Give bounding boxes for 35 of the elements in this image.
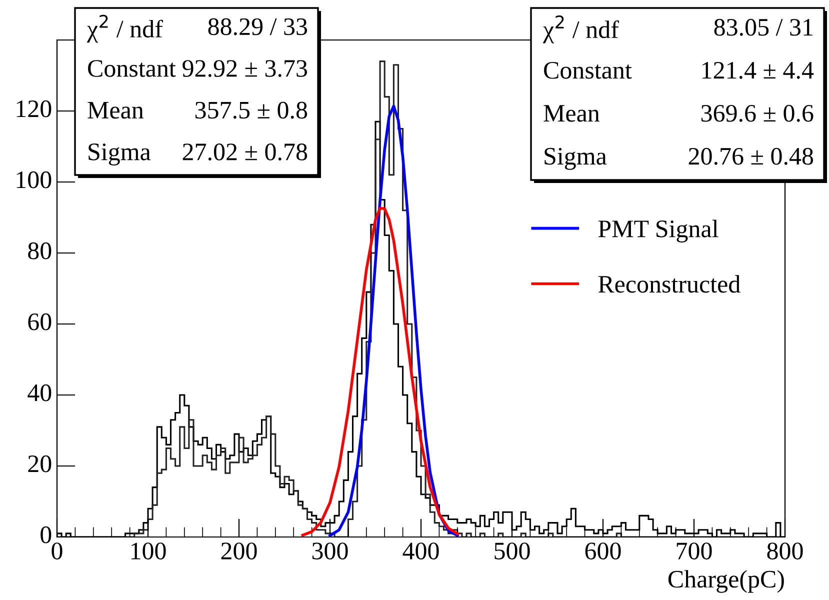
annotation: 92.92 ± 3.73 (182, 60, 308, 77)
x-tick-label: 700 (676, 542, 712, 560)
x-tick-label: 400 (402, 542, 439, 560)
annotation: 20.76 ± 0.48 (688, 148, 814, 165)
annotation: 357.5 ± 0.8 (195, 102, 308, 119)
y-tick-label: 120 (16, 100, 52, 118)
annotation: 27.02 ± 0.78 (182, 144, 308, 160)
legend-label: Reconstructed (598, 275, 740, 293)
text: 83.05 / 31 (714, 18, 812, 36)
legend-label: PMT Signal (598, 220, 718, 242)
x-tick-label: 500 (494, 542, 530, 560)
annotation: χ$^{2}$ / ndf (86, 14, 163, 43)
text: 88.29 / 33 (208, 18, 308, 36)
annotation: 369.6 ± 0.6 (701, 104, 814, 122)
annotation: Constant (88, 60, 176, 77)
x-axis-title: Charge(pC) (668, 570, 784, 593)
x-tick-label: 200 (221, 542, 257, 560)
x-tick-label: 800 (767, 542, 803, 560)
x-tick-label: 0 (52, 542, 62, 560)
annotation: Constant (544, 62, 632, 79)
annotation: Sigma (544, 148, 607, 170)
y-tick-label: 100 (16, 171, 52, 188)
annotation: Mean (88, 102, 144, 119)
y-tick-label: 20 (28, 455, 52, 472)
y-tick-label: 0 (40, 526, 52, 544)
x-tick-label: 300 (312, 542, 348, 560)
annotation: 121.4 ± 4.4 (702, 62, 814, 79)
annotation: χ$^{2}$ / ndf (542, 15, 619, 44)
x-tick-label: 600 (585, 542, 621, 560)
x-tick-label: 100 (131, 542, 166, 560)
annotation: Sigma (88, 144, 151, 166)
y-tick-label: 60 (28, 313, 52, 330)
annotation: Mean (544, 105, 600, 122)
y-tick-label: 40 (28, 384, 52, 402)
y-tick-label: 80 (28, 242, 52, 260)
